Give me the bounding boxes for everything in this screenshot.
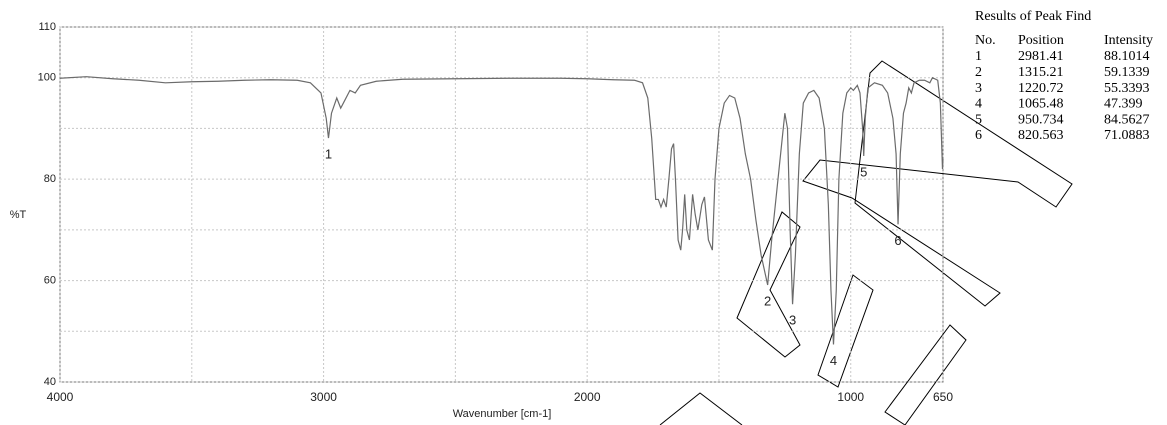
y-tick-label: 100 (38, 72, 56, 84)
overlay-shape (659, 392, 743, 425)
peak-label: 1 (325, 146, 332, 161)
table-cell: 6 (975, 128, 982, 143)
x-tick-label: 650 (933, 390, 953, 404)
peak-label: 3 (789, 313, 796, 328)
plot-frame (59, 26, 944, 383)
overlay-shape (736, 211, 801, 358)
y-tick-label: 80 (44, 173, 56, 185)
table-cell: 1315.21 (1018, 65, 1064, 80)
table-cell: 2981.41 (1018, 49, 1064, 64)
table-cell: 59.1339 (1104, 65, 1150, 80)
y-axis-label: %T (10, 209, 27, 221)
y-tick-label: 40 (44, 376, 56, 388)
x-axis-label: Wavenumber [cm-1] (453, 408, 552, 420)
table-cell: 88.1014 (1104, 49, 1150, 64)
spectrum-line (59, 76, 944, 345)
peak-label: 5 (860, 164, 867, 179)
table-cell: 84.5627 (1104, 112, 1150, 127)
table-cell: 71.0883 (1104, 128, 1150, 143)
overlay-shape (884, 324, 967, 425)
overlay-shape (802, 60, 1073, 307)
peak-label: 2 (764, 293, 771, 308)
table-cell: 950.734 (1018, 112, 1064, 127)
table-title: Results of Peak Find (975, 9, 1091, 24)
table-cell: 47.399 (1104, 97, 1143, 112)
peak-label: 4 (830, 353, 837, 368)
x-tick-label: 2000 (574, 390, 601, 404)
table-header: Position (1018, 33, 1064, 48)
table-header: No. (975, 33, 996, 48)
y-tick-label: 110 (38, 21, 56, 33)
table-cell: 1065.48 (1018, 97, 1064, 112)
table-cell: 1220.72 (1018, 81, 1064, 96)
y-tick-label: 60 (44, 274, 56, 286)
x-tick-label: 1000 (837, 390, 864, 404)
annotation-shapes (659, 60, 1073, 425)
overlay-shape (817, 274, 874, 388)
table-cell: 5 (975, 112, 982, 127)
table-cell: 1 (975, 49, 982, 64)
x-tick-label: 3000 (310, 390, 337, 404)
peak-label: 6 (894, 233, 901, 248)
table-cell: 4 (975, 97, 982, 112)
table-header: Intensity (1104, 33, 1153, 48)
table-cell: 55.3393 (1104, 81, 1150, 96)
table-cell: 2 (975, 65, 982, 80)
table-cell: 820.563 (1018, 128, 1064, 143)
x-tick-label: 4000 (47, 390, 74, 404)
table-cell: 3 (975, 81, 982, 96)
